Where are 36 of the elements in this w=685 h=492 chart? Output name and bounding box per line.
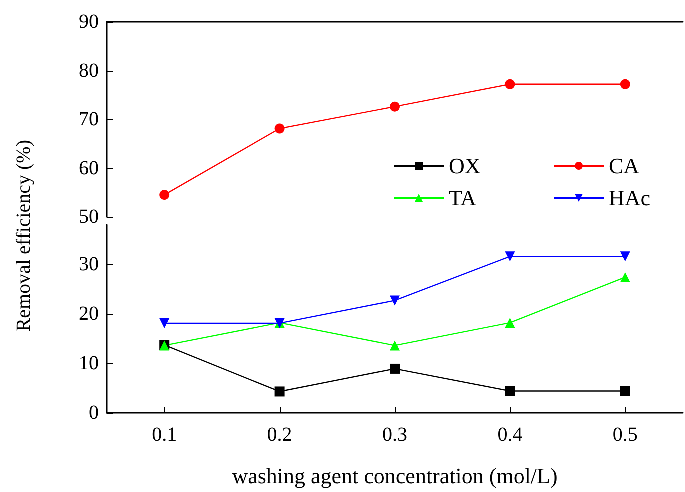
y-tick-label: 70	[79, 108, 99, 130]
point	[390, 340, 400, 351]
x-tick-label: 0.4	[498, 424, 523, 446]
y-tick-label: 20	[79, 303, 99, 326]
y-tick-label: 80	[79, 60, 99, 82]
point	[505, 252, 516, 262]
y-axis-title: Removal efficiency (%)	[13, 140, 35, 332]
point	[390, 102, 400, 112]
point	[274, 386, 285, 397]
legend-label: TA	[449, 186, 477, 210]
x-axis-title: washing agent concentration (mol/L)	[232, 464, 558, 488]
x-tick-label: 0.2	[267, 424, 292, 446]
x-tick-label: 0.5	[612, 424, 638, 446]
point	[160, 318, 170, 328]
point	[620, 386, 630, 396]
y-tick-label: 10	[79, 352, 99, 375]
point	[620, 272, 630, 282]
legend-label: OX	[449, 154, 481, 178]
y-tick-label: 50	[79, 206, 99, 228]
point	[274, 124, 285, 134]
point	[505, 79, 516, 90]
x-tick-label: 0.3	[382, 424, 408, 446]
point	[620, 252, 630, 262]
point	[390, 296, 400, 306]
point	[505, 386, 516, 396]
point	[160, 190, 170, 200]
x-tick-label: 0.1	[152, 424, 178, 446]
y-tick-label: 90	[79, 11, 99, 33]
y-tick-label: 0	[89, 402, 99, 424]
point	[505, 318, 516, 328]
point	[620, 79, 630, 90]
y-tick-label: 30	[79, 254, 99, 276]
legend-label: HAc	[609, 186, 651, 210]
point	[390, 364, 400, 374]
legend-label: CA	[609, 154, 640, 178]
y-tick-label: 60	[79, 157, 99, 180]
